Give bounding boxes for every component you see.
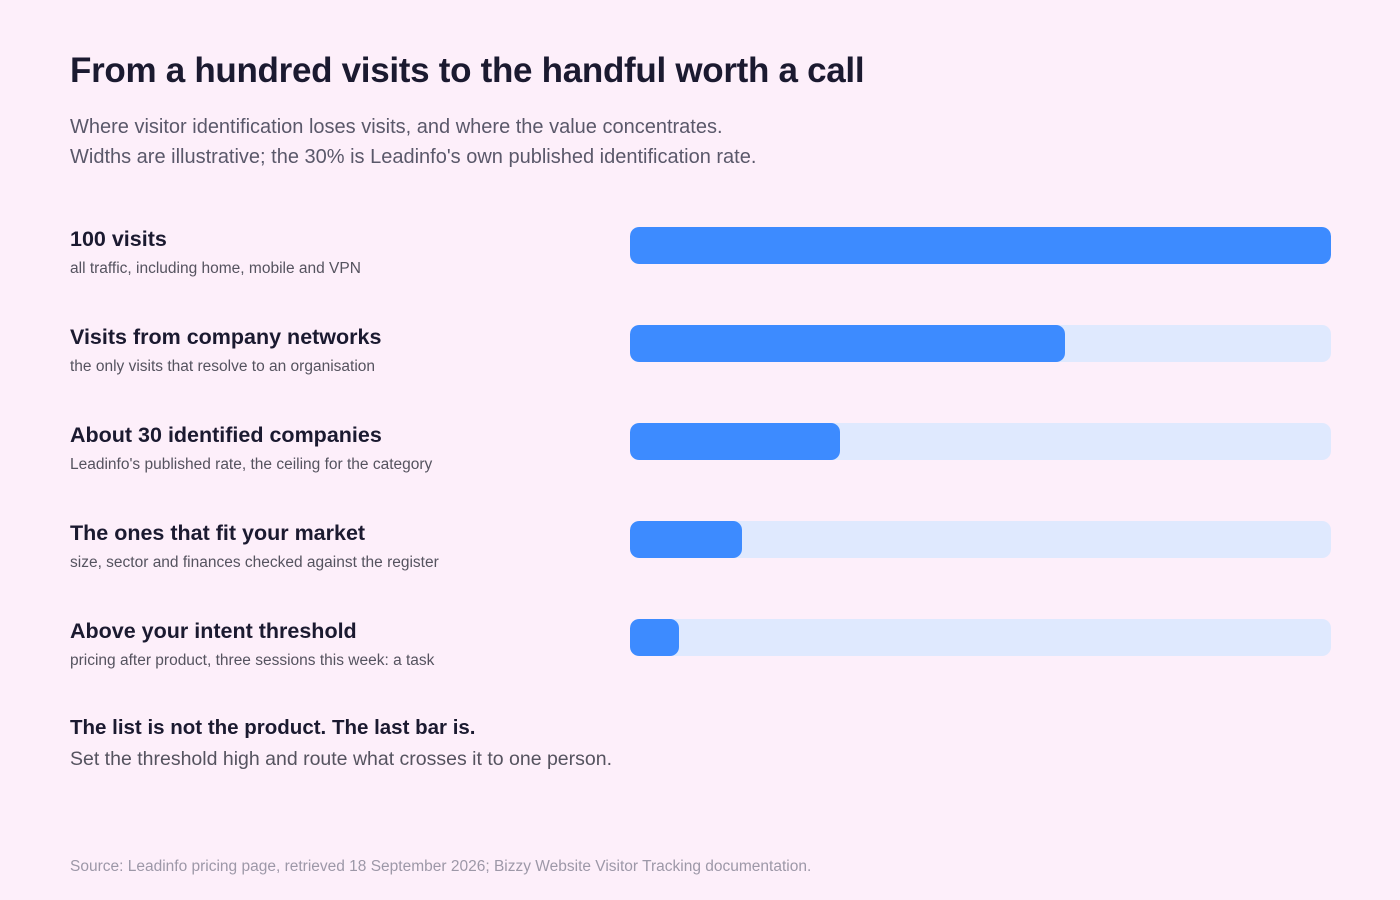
bar-label: 100 visits	[70, 227, 167, 251]
funnel-row: The ones that fit your market size, sect…	[70, 521, 1332, 581]
subtitle-line-2: Widths are illustrative; the 30% is Lead…	[70, 146, 757, 168]
source-note: Source: Leadinfo pricing page, retrieved…	[70, 858, 812, 875]
bar-description: Leadinfo's published rate, the ceiling f…	[70, 456, 433, 473]
bar-description: all traffic, including home, mobile and …	[70, 260, 361, 277]
bar	[630, 423, 841, 460]
bar-label: About 30 identified companies	[70, 423, 382, 447]
bar	[630, 521, 743, 558]
bar-track	[630, 521, 1331, 558]
bar-label: Above your intent threshold	[70, 619, 357, 643]
subtitle-line-1: Where visitor identification loses visit…	[70, 116, 723, 138]
bar	[630, 325, 1065, 362]
funnel-row: Above your intent threshold pricing afte…	[70, 619, 1332, 679]
bar-track	[630, 227, 1331, 264]
takeaway-headline: The list is not the product. The last ba…	[70, 716, 476, 739]
bar-track	[630, 619, 1331, 656]
subtitle: Where visitor identification loses visit…	[70, 112, 756, 172]
bar-label: The ones that fit your market	[70, 521, 366, 545]
funnel-row: About 30 identified companies Leadinfo's…	[70, 423, 1332, 483]
bar-description: pricing after product, three sessions th…	[70, 652, 435, 669]
funnel-row: Visits from company networks the only vi…	[70, 325, 1332, 385]
page-title: From a hundred visits to the handful wor…	[70, 51, 865, 90]
bar-track	[630, 325, 1331, 362]
funnel-row: 100 visits all traffic, including home, …	[70, 227, 1332, 287]
takeaway-detail: Set the threshold high and route what cr…	[70, 748, 613, 770]
bar-description: the only visits that resolve to an organ…	[70, 358, 376, 375]
bar-label: Visits from company networks	[70, 325, 382, 349]
bar-description: size, sector and finances checked agains…	[70, 554, 439, 571]
bar	[630, 227, 1331, 264]
bar	[630, 619, 680, 656]
bar-track	[630, 423, 1331, 460]
